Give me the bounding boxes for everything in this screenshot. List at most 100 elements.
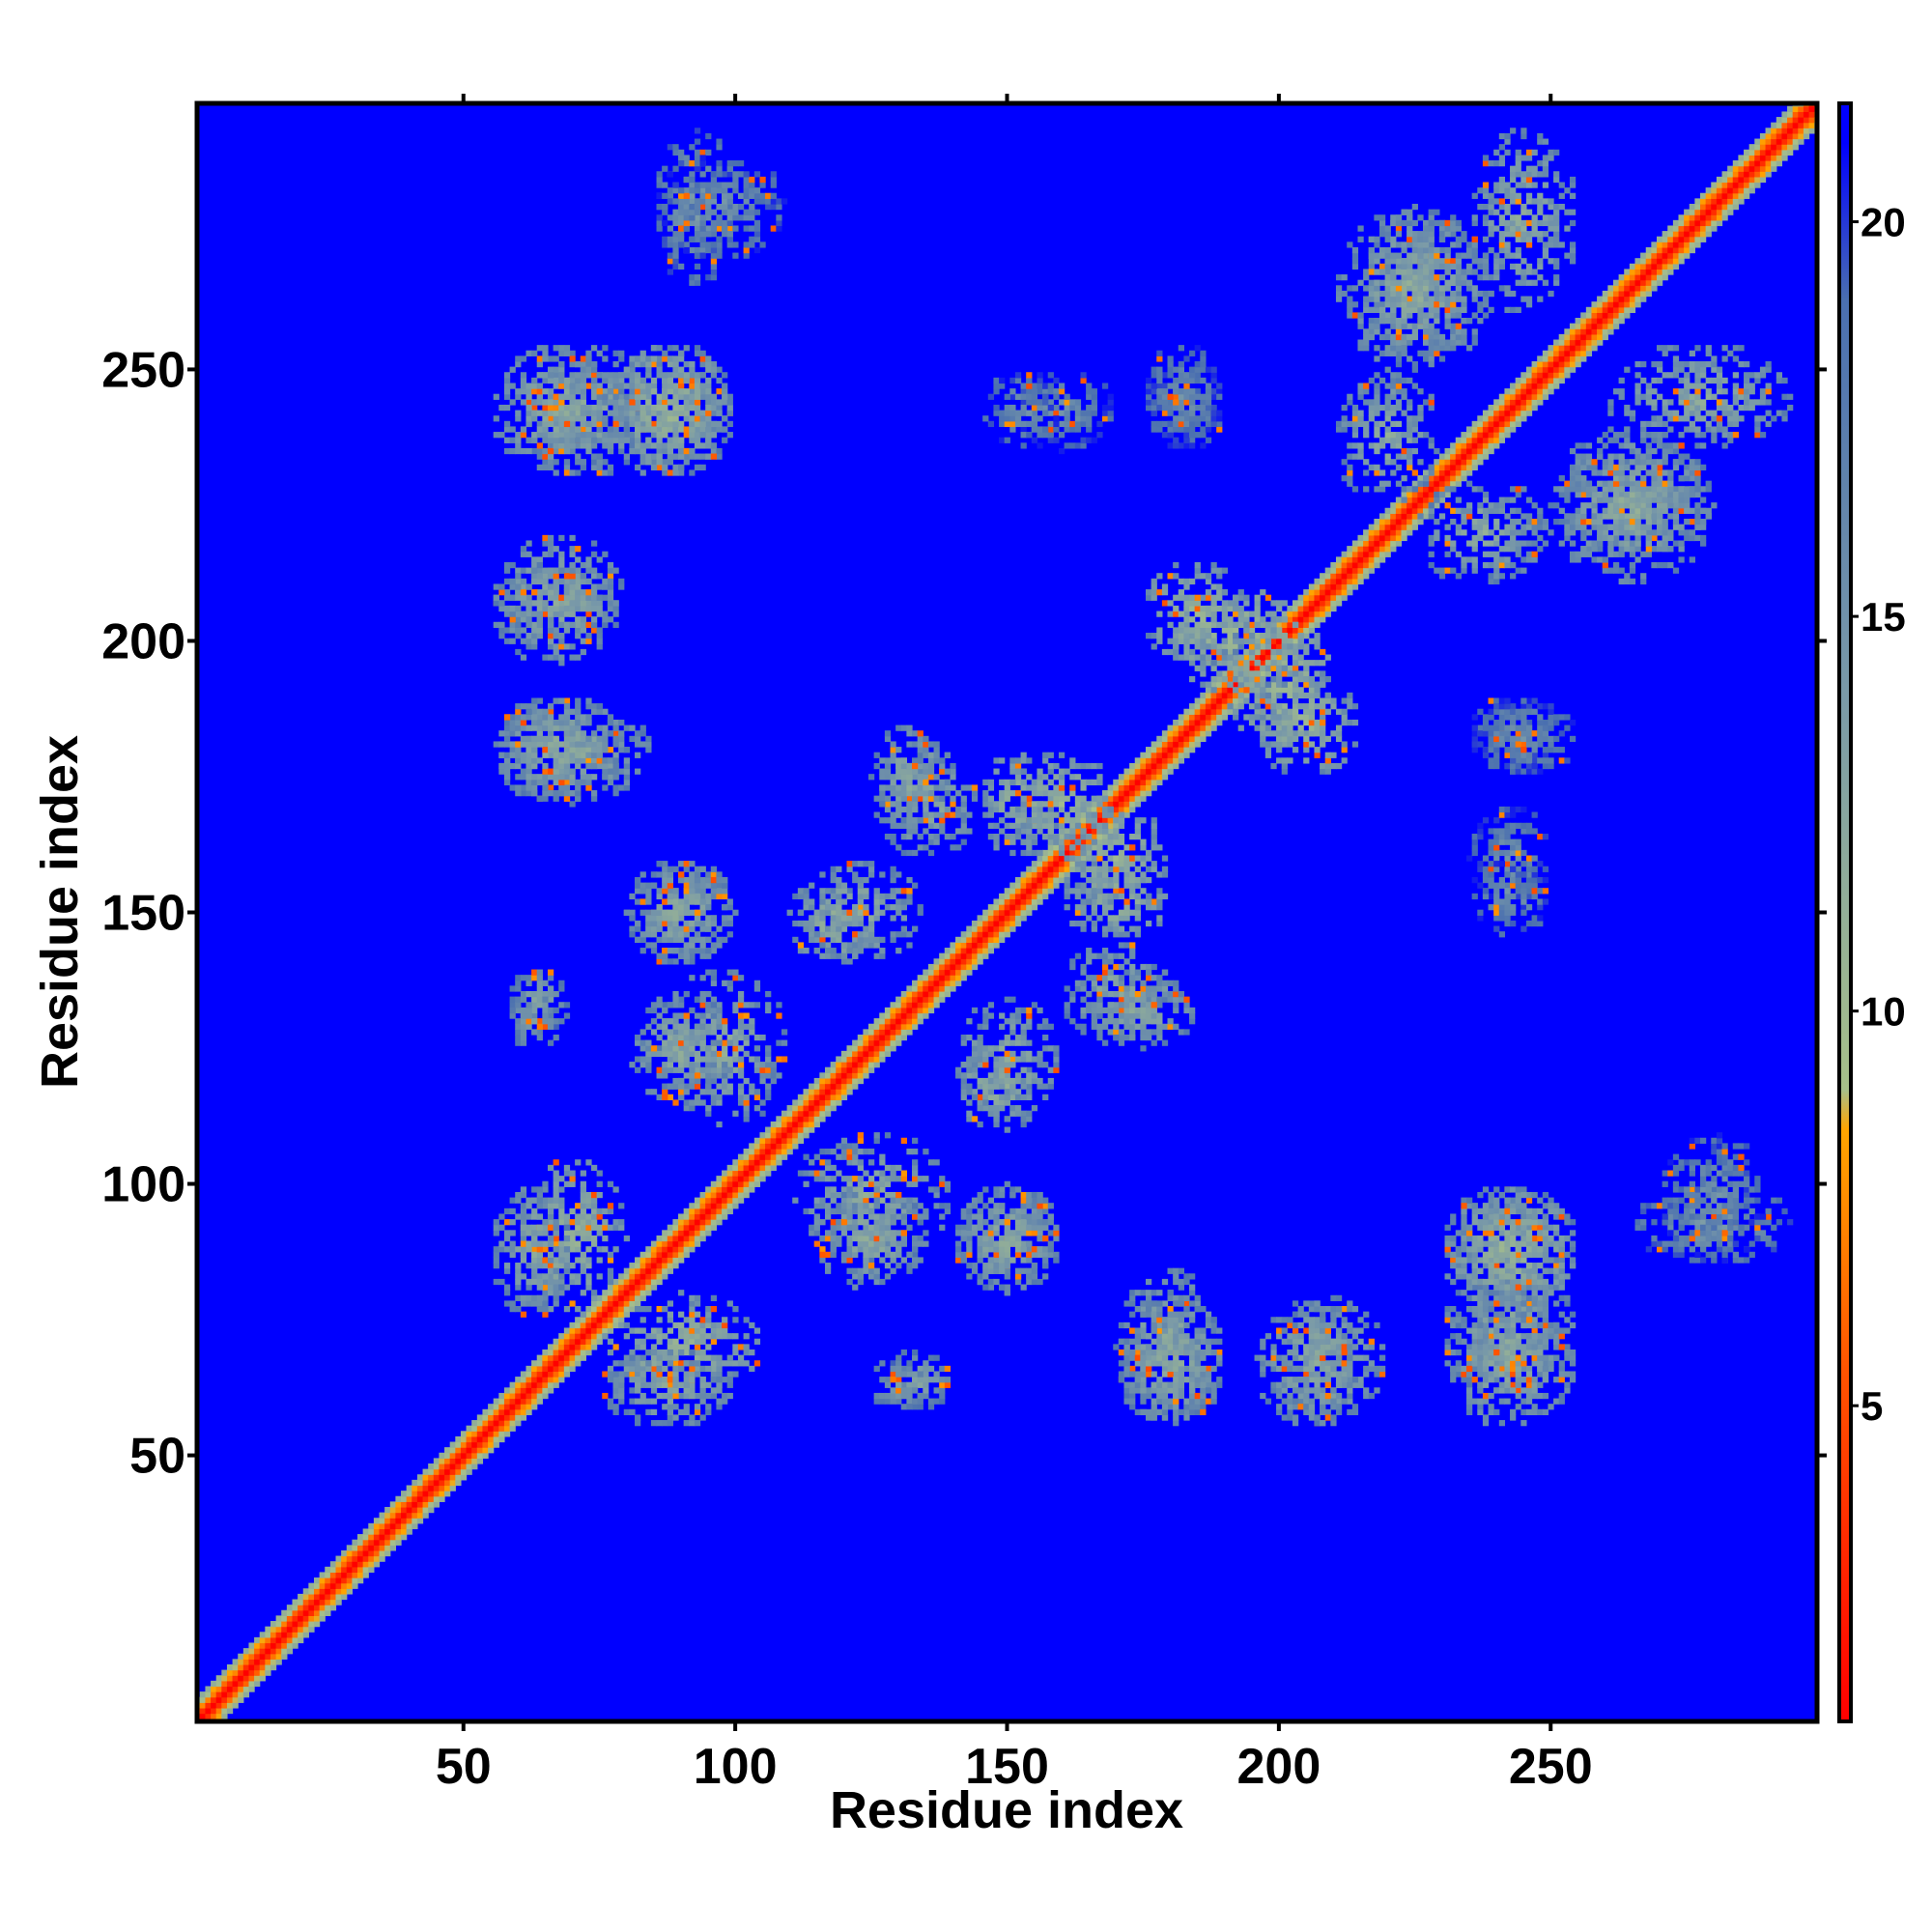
diagonal-cell — [275, 1626, 282, 1633]
diagonal-cell — [1700, 231, 1707, 238]
contact-cell — [699, 975, 706, 981]
diagonal-cell — [1428, 486, 1435, 493]
diagonal-cell — [1629, 269, 1636, 275]
diagonal-cell — [1553, 377, 1560, 384]
contact-cell — [809, 1208, 815, 1215]
diagonal-cell — [346, 1545, 353, 1551]
contact-cell — [590, 551, 598, 557]
diagonal-cell — [868, 1056, 875, 1063]
contact-cell — [857, 1164, 864, 1172]
contact-cell — [1510, 1197, 1517, 1204]
diagonal-cell — [1612, 306, 1620, 313]
contact-cell — [1297, 1306, 1304, 1313]
diagonal-cell — [1727, 209, 1734, 215]
diagonal-cell — [1553, 355, 1560, 362]
diagonal-cell — [1792, 144, 1799, 151]
diagonal-cell — [1771, 160, 1777, 167]
contact-cell — [602, 437, 609, 443]
diagonal-cell — [1009, 920, 1016, 927]
diagonal-cell — [553, 1360, 559, 1367]
contact-cell — [623, 399, 630, 406]
contact-cell — [1553, 1257, 1560, 1264]
contact-cell — [558, 561, 565, 569]
diagonal-cell — [515, 1414, 522, 1421]
contact-cell — [623, 426, 630, 433]
diagonal-cell — [298, 1626, 304, 1633]
diagonal-cell — [1221, 714, 1229, 721]
diagonal-cell — [503, 1425, 511, 1432]
diagonal-cell — [1493, 437, 1500, 443]
diagonal-cell — [515, 1387, 522, 1394]
diagonal-cell — [863, 1062, 869, 1068]
diagonal-cell — [705, 1213, 712, 1220]
diagonal-cell — [439, 1474, 445, 1481]
diagonal-cell — [368, 1566, 375, 1574]
diagonal-cell — [786, 1105, 793, 1112]
diagonal-cell — [863, 1034, 869, 1041]
diagonal-cell — [1335, 589, 1343, 596]
diagonal-cell — [242, 1653, 250, 1660]
diagonal-cell — [373, 1522, 381, 1530]
contact-cell — [683, 410, 690, 416]
contact-cell — [1347, 1408, 1353, 1416]
diagonal-cell — [1672, 236, 1680, 242]
contact-cell — [884, 1180, 892, 1187]
contact-cell — [672, 432, 679, 439]
diagonal-cell — [1357, 540, 1364, 547]
diagonal-cell — [1694, 203, 1701, 211]
contact-cell — [1542, 1219, 1549, 1226]
contact-cell — [1320, 1377, 1326, 1383]
diagonal-cell — [1727, 165, 1734, 172]
diagonal-cell — [1504, 399, 1511, 406]
contact-cell — [1292, 1381, 1299, 1388]
contact-cell — [1542, 1235, 1549, 1242]
diagonal-cell — [270, 1642, 277, 1649]
diagonal-cell — [852, 1066, 859, 1073]
diagonal-cell — [1324, 567, 1331, 574]
contact-cell — [635, 888, 641, 895]
contact-cell — [569, 724, 576, 731]
contact-cell — [1178, 1349, 1184, 1356]
diagonal-cell — [248, 1669, 255, 1676]
contact-cell — [884, 1203, 892, 1209]
diagonal-cell — [786, 1137, 793, 1144]
diagonal-cell — [1417, 502, 1424, 509]
diagonal-cell — [1401, 502, 1407, 509]
diagonal-cell — [1542, 393, 1549, 400]
contact-cell — [977, 1219, 983, 1226]
diagonal-cell — [623, 1306, 630, 1313]
diagonal-cell — [602, 1321, 609, 1329]
contact-cell — [1515, 1208, 1521, 1215]
diagonal-cell — [1585, 312, 1593, 319]
contact-cell — [1287, 1349, 1293, 1356]
contact-cell — [1569, 1321, 1577, 1329]
diagonal-cell — [482, 1420, 489, 1427]
diagonal-cell — [1167, 768, 1174, 775]
diagonal-cell — [950, 948, 956, 954]
diagonal-cell — [950, 969, 956, 976]
diagonal-cell — [368, 1522, 375, 1530]
diagonal-cell — [1537, 383, 1544, 389]
diagonal-cell — [1515, 420, 1521, 428]
contact-cell — [618, 747, 625, 753]
diagonal-cell — [1798, 132, 1804, 140]
contact-cell — [1461, 1290, 1467, 1296]
diagonal-cell — [1384, 540, 1391, 547]
diagonal-cell — [1330, 589, 1337, 596]
diagonal-cell — [776, 1132, 782, 1139]
contact-cell — [580, 360, 586, 368]
contact-cell — [1510, 1230, 1517, 1236]
diagonal-cell — [569, 1327, 576, 1334]
diagonal-cell — [242, 1691, 250, 1698]
contact-cell — [1281, 1414, 1288, 1421]
contact-cell — [1146, 1414, 1152, 1421]
contact-cell — [999, 1235, 1006, 1242]
contact-cell — [1335, 1349, 1343, 1356]
diagonal-cell — [722, 1180, 728, 1187]
diagonal-cell — [569, 1349, 576, 1356]
diagonal-cell — [912, 996, 919, 1003]
contact-cell — [662, 958, 668, 965]
diagonal-cell — [1069, 849, 1076, 857]
contact-cell — [645, 888, 652, 895]
contact-cell — [813, 1170, 820, 1177]
